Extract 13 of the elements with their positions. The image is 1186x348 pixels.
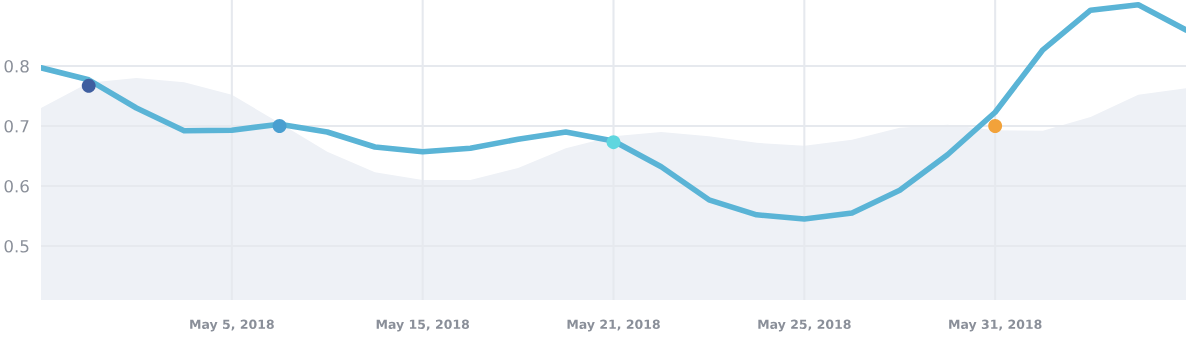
x-tick-label: May 21, 2018 <box>567 319 660 332</box>
x-tick-label: May 15, 2018 <box>376 319 470 332</box>
x-tick-label: May 25, 2018 <box>758 319 851 332</box>
y-tick-label: 0.8 <box>4 59 29 73</box>
point <box>988 119 1003 133</box>
y-tick-label: 0.5 <box>4 239 29 253</box>
point <box>81 78 96 93</box>
point <box>272 119 287 133</box>
x-tick-label: May 31, 2018 <box>949 319 1042 332</box>
x-tick-label: May 5, 2018 <box>190 319 274 332</box>
y-tick-label: 0.6 <box>4 179 29 193</box>
y-tick-label: 0.7 <box>4 119 29 133</box>
point <box>606 135 621 150</box>
